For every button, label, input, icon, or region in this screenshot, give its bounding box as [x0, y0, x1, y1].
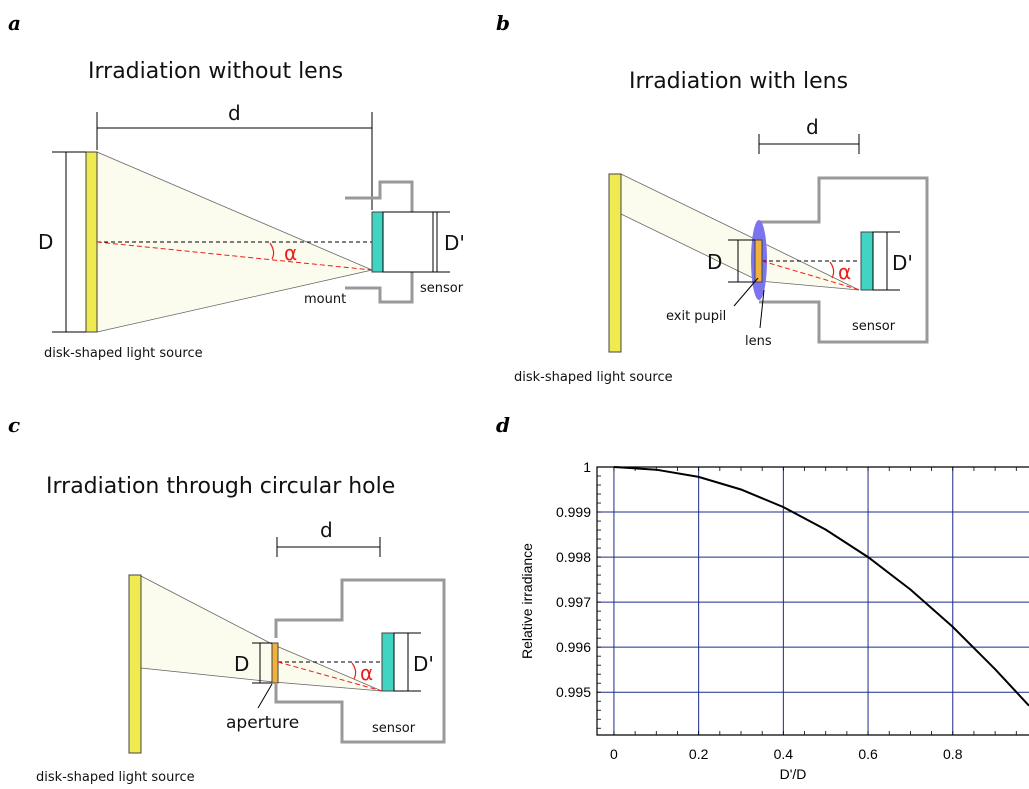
- source-label: disk-shaped light source: [36, 770, 195, 785]
- mount-label: mount: [304, 292, 346, 307]
- exit-pupil: [754, 239, 763, 283]
- sensor: [381, 632, 395, 692]
- irradiance-chart: 00.20.40.60.8110.9990.9980.9970.9960.995…: [519, 459, 1029, 782]
- lens-label: lens: [745, 334, 772, 349]
- Dprime-label: D': [413, 652, 434, 676]
- x-axis-title: D'/D: [780, 766, 807, 782]
- d-label: d: [228, 101, 241, 125]
- x-tick-label: 0.8: [943, 746, 963, 762]
- panel-a-letter: a: [8, 11, 21, 35]
- x-tick-label: 0.4: [774, 746, 794, 762]
- d-label: d: [806, 115, 819, 139]
- Dprime-label: D': [444, 231, 465, 255]
- panel-c-title: Irradiation through circular hole: [46, 474, 395, 499]
- y-tick-label: 0.995: [556, 684, 591, 700]
- aperture: [271, 642, 279, 684]
- alpha-label: α: [360, 661, 373, 685]
- D-label: D: [234, 652, 249, 676]
- y-tick-label: 1: [583, 459, 591, 475]
- panel-a: a Irradiation without lens D d α D' moun…: [8, 11, 465, 361]
- x-tick-label: 0.6: [858, 746, 878, 762]
- sensor-label: sensor: [372, 721, 416, 736]
- exit-pupil-label: exit pupil: [666, 309, 726, 324]
- D-label: D: [707, 250, 722, 274]
- y-tick-label: 0.998: [556, 549, 591, 565]
- d-label: d: [320, 518, 333, 542]
- panel-b: b Irradiation with lens d D α D': [496, 11, 929, 385]
- light-source: [85, 151, 98, 333]
- y-axis-title: Relative irradiance: [519, 543, 535, 659]
- panel-c: c Irradiation through circular hole d D …: [8, 413, 446, 785]
- y-tick-label: 0.996: [556, 639, 591, 655]
- panel-d: d 00.20.40.60.8110.9990.9980.9970.9960.9…: [496, 413, 1029, 782]
- panel-d-letter: d: [496, 413, 510, 437]
- y-tick-label: 0.997: [556, 594, 591, 610]
- aperture-label: aperture: [226, 713, 299, 733]
- light-source: [608, 173, 622, 353]
- camera-housing: [759, 176, 929, 344]
- light-cone: [140, 575, 275, 683]
- sensor: [371, 211, 384, 273]
- panel-a-title: Irradiation without lens: [88, 59, 343, 84]
- source-label: disk-shaped light source: [514, 370, 673, 385]
- sensor-label: sensor: [420, 281, 464, 296]
- camera-housing: [274, 578, 446, 744]
- x-tick-label: 0.2: [689, 746, 709, 762]
- source-label: disk-shaped light source: [44, 346, 203, 361]
- sensor: [860, 231, 874, 291]
- panel-c-letter: c: [8, 413, 20, 437]
- x-tick-label: 0: [610, 746, 618, 762]
- panel-b-title: Irradiation with lens: [629, 69, 848, 94]
- irradiance-curve: [613, 466, 1029, 707]
- plot-frame: [596, 466, 1029, 736]
- sensor-label: sensor: [852, 319, 896, 334]
- D-label: D: [38, 230, 53, 254]
- y-tick-label: 0.999: [556, 504, 591, 520]
- alpha-label: α: [838, 260, 851, 284]
- alpha-label: α: [284, 241, 297, 265]
- panel-b-letter: b: [496, 11, 510, 35]
- Dprime-label: D': [892, 251, 913, 275]
- light-source: [128, 574, 142, 754]
